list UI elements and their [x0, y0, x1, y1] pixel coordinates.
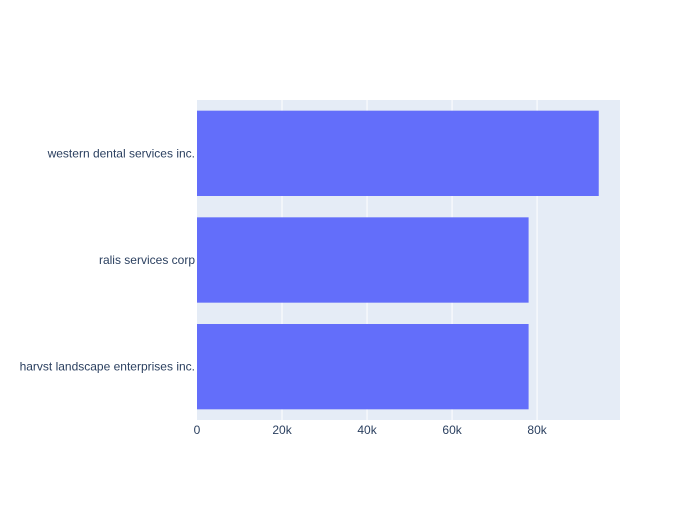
y-tick-label-2: harvst landscape enterprises inc. [20, 360, 195, 374]
y-tick-label-1: ralis services corp [99, 253, 195, 267]
bar-1[interactable] [197, 217, 529, 303]
bar-2[interactable] [197, 324, 529, 410]
x-tick-label-2: 40k [357, 423, 377, 437]
bar-0[interactable] [197, 110, 599, 196]
x-axis-tick-labels: 0 20k 40k 60k 80k [194, 423, 548, 437]
x-tick-label-1: 20k [272, 423, 292, 437]
y-axis-tick-labels: western dental services inc. ralis servic… [20, 146, 196, 373]
y-tick-label-0: western dental services inc. [47, 146, 195, 160]
x-tick-label-4: 80k [527, 423, 547, 437]
x-tick-label-0: 0 [194, 423, 201, 437]
bars [197, 110, 599, 410]
x-tick-label-3: 60k [442, 423, 462, 437]
